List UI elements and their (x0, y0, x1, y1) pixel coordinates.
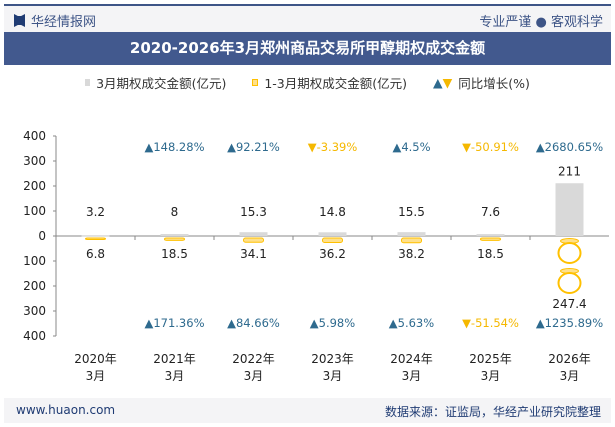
x-tick-label: 2020年 (74, 352, 117, 366)
slogan: 专业严谨 ● 客观科学 (479, 15, 603, 30)
y-tick-label: 0 (38, 229, 46, 243)
legend-label: 同比增长(%) (458, 76, 530, 91)
bar-march (476, 234, 505, 236)
bar-label-ytd: 247.4 (552, 297, 586, 311)
x-tick-label: 2023年 (311, 352, 354, 366)
bar-march (397, 232, 426, 236)
y-tick-label: 400 (23, 129, 46, 143)
bar-label-march: 211 (558, 164, 581, 178)
bar-ytd-coins (401, 237, 422, 244)
yoy-label: ▲5.63% (389, 316, 434, 330)
legend: 3月期权成交金额(亿元) 1-3月期权成交金额(亿元) ▲▼ 同比增长(%) (0, 73, 615, 92)
y-tick-label: 100 (23, 254, 46, 268)
down-triangle-icon: ▼ (442, 75, 453, 90)
x-tick-label: 3月 (402, 369, 422, 383)
yoy-label: ▲84.66% (227, 316, 280, 330)
legend-swatch-gold (252, 79, 259, 86)
bar-ytd-pot (557, 242, 582, 264)
x-tick-label: 2021年 (153, 352, 196, 366)
yoy-label: ▲171.36% (144, 316, 204, 330)
x-tick-label: 3月 (560, 369, 580, 383)
logo: 华经情报网 (14, 11, 96, 30)
header-bar (4, 6, 611, 32)
bar-label-ytd: 34.1 (240, 247, 267, 261)
yoy-label: ▲5.98% (310, 316, 355, 330)
bar-ytd-coins (480, 237, 501, 241)
legend-label: 1-3月期权成交金额(亿元) (264, 76, 407, 91)
yoy-label: ▼-50.91% (462, 140, 519, 154)
up-triangle-icon: ▲ (433, 75, 443, 90)
bar-ytd-coins (243, 237, 264, 243)
logo-text: 华经情报网 (31, 15, 97, 30)
bar-label-ytd: 36.2 (319, 247, 346, 261)
x-tick-label: 2022年 (232, 352, 275, 366)
x-tick-label: 3月 (244, 369, 264, 383)
y-tick-label: 100 (23, 204, 46, 218)
bar-ytd-pot (557, 272, 582, 294)
bar-ytd-coins (85, 237, 106, 240)
bar-label-ytd: 6.8 (86, 247, 105, 261)
yoy-label: ▲148.28% (144, 140, 204, 154)
x-tick-label: 2025年 (469, 352, 512, 366)
x-tick-label: 3月 (481, 369, 501, 383)
x-tick-label: 3月 (86, 369, 106, 383)
legend-label: 3月期权成交金额(亿元) (96, 76, 227, 91)
source-note: 数据来源：证监局，华经产业研究院整理 (384, 405, 601, 419)
bar-label-ytd: 38.2 (398, 247, 425, 261)
bar-march (81, 235, 110, 237)
bar-label-march: 14.8 (319, 205, 346, 219)
y-tick-label: 400 (23, 329, 46, 343)
yoy-label: ▼-51.54% (462, 316, 519, 330)
bar-label-march: 15.5 (398, 205, 425, 219)
bar-label-ytd: 18.5 (161, 247, 188, 261)
y-tick-label: 200 (23, 279, 46, 293)
bar-ytd-coins (164, 237, 185, 241)
yoy-label: ▲2680.65% (536, 140, 603, 154)
bar-label-ytd: 18.5 (477, 247, 504, 261)
legend-ytd: 1-3月期权成交金额(亿元) (252, 73, 407, 92)
bar-march (239, 232, 268, 236)
bar-march (160, 234, 189, 236)
x-tick-label: 3月 (323, 369, 343, 383)
bar-march (318, 232, 347, 236)
bar-label-march: 8 (171, 205, 179, 219)
chart-title: 2020-2026年3月郑州商品交易所甲醇期权成交金额 (4, 32, 611, 65)
x-tick-label: 3月 (165, 369, 185, 383)
legend-march: 3月期权成交金额(亿元) (85, 73, 226, 92)
yoy-label: ▲92.21% (227, 140, 280, 154)
bar-label-march: 7.6 (481, 205, 500, 219)
bar-label-march: 3.2 (86, 205, 105, 219)
top-rule (4, 4, 611, 6)
yoy-label: ▲1235.89% (536, 316, 603, 330)
y-tick-label: 300 (23, 154, 46, 168)
yoy-label: ▲4.5% (392, 140, 430, 154)
legend-yoy: ▲▼ 同比增长(%) (433, 73, 530, 92)
bar-label-march: 15.3 (240, 205, 267, 219)
bar-ytd-coins (322, 237, 343, 244)
logo-icon (14, 14, 25, 27)
x-tick-label: 2024年 (390, 352, 433, 366)
bar-march (555, 183, 584, 236)
legend-swatch-gray (85, 79, 91, 86)
x-tick-label: 2026年 (548, 352, 591, 366)
y-tick-label: 300 (23, 304, 46, 318)
website-link[interactable]: www.huaon.com (16, 403, 116, 417)
footer: www.huaon.com 数据来源：证监局，华经产业研究院整理 (4, 398, 611, 423)
yoy-label: ▼-3.39% (308, 140, 358, 154)
y-tick-label: 200 (23, 179, 46, 193)
